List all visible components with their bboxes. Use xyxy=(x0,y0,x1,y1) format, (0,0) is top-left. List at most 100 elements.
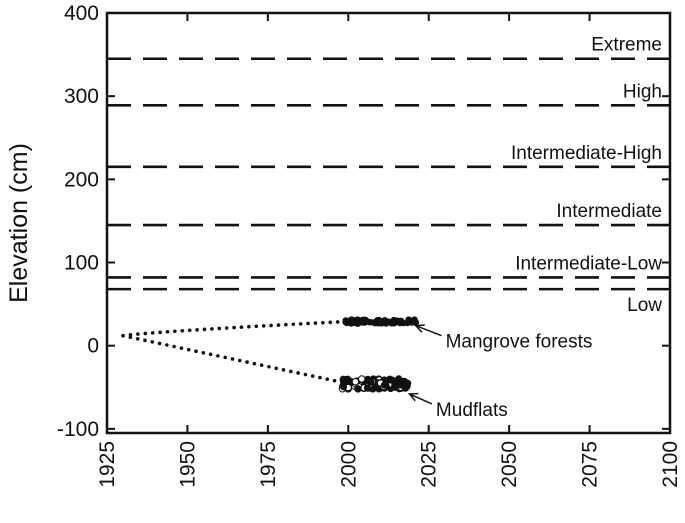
trend-point xyxy=(267,364,271,369)
x-tick-label: 2000 xyxy=(337,441,360,488)
x-axis: 1925 1950 1975 2000 2025 2050 2075 2100 xyxy=(96,13,682,488)
observation-point xyxy=(342,317,349,324)
trend-point xyxy=(173,329,177,334)
scenario-label: Low xyxy=(627,295,662,316)
trend-point xyxy=(208,352,213,357)
trend-point xyxy=(128,335,133,340)
data-series xyxy=(121,316,419,393)
trend-point xyxy=(136,332,140,336)
trend-point xyxy=(306,321,310,326)
trend-point xyxy=(284,322,288,327)
arrow-head xyxy=(414,324,425,333)
scenario-lines: Extreme High Intermediate-High Intermediate… xyxy=(107,35,670,316)
observation-point xyxy=(358,319,366,326)
x-tick-label: 2100 xyxy=(659,441,682,488)
trend-point xyxy=(310,374,315,378)
arrow-head xyxy=(407,392,419,402)
observation-point xyxy=(391,383,399,391)
x-tick-label: 1925 xyxy=(96,441,119,488)
observation-point xyxy=(358,375,366,383)
trend-point xyxy=(303,372,308,377)
trend-point xyxy=(259,363,264,367)
trend-point xyxy=(296,371,300,375)
trend-point xyxy=(237,358,242,363)
trend-point xyxy=(180,328,185,333)
trend-point xyxy=(157,341,162,346)
trend-point xyxy=(239,325,244,329)
scenario-label: Intermediate xyxy=(556,201,662,222)
annotations: Mangrove forests Mudflats xyxy=(407,324,593,421)
y-tick-label: 200 xyxy=(64,168,99,191)
trend-point xyxy=(202,327,207,332)
trend-point xyxy=(247,324,251,329)
trend-point xyxy=(165,343,169,347)
trend-point xyxy=(224,326,229,330)
trend-point xyxy=(165,329,170,334)
annotation-label: Mudflats xyxy=(436,400,508,421)
observation-point xyxy=(400,319,407,327)
observation-point xyxy=(380,381,389,389)
observation-point xyxy=(343,375,352,383)
trend-point xyxy=(143,338,147,343)
trend-point xyxy=(150,340,155,344)
trend-point xyxy=(232,325,236,330)
trend-point xyxy=(216,354,220,358)
series-mangrove-forests xyxy=(121,316,419,338)
trend-point xyxy=(158,330,162,335)
trend-point xyxy=(210,327,214,331)
trend-point xyxy=(150,331,155,335)
trend-point xyxy=(261,324,266,328)
trend-point xyxy=(335,320,340,324)
x-tick-label: 2025 xyxy=(418,441,441,488)
annotation-arrow xyxy=(409,393,433,405)
observation-point xyxy=(388,376,396,384)
scenario-label: Extreme xyxy=(591,35,662,56)
scenario-label: Intermediate-High xyxy=(511,143,662,164)
trend-point xyxy=(187,328,192,333)
trend-point xyxy=(135,336,140,341)
observation-point xyxy=(339,382,348,391)
y-axis-title: Elevation (cm) xyxy=(5,143,33,303)
trend-point xyxy=(194,349,198,354)
trend-point xyxy=(291,322,296,327)
trend-point xyxy=(281,368,286,372)
trend-point xyxy=(325,377,330,381)
annotation-label: Mangrove forests xyxy=(446,332,593,353)
y-axis: -100 0 100 200 300 400 xyxy=(57,2,670,441)
x-tick-label: 2050 xyxy=(498,441,521,488)
trend-point xyxy=(217,326,222,331)
trend-point xyxy=(172,344,176,349)
trend-point xyxy=(201,350,206,355)
observation-point xyxy=(351,377,360,386)
y-tick-label: 100 xyxy=(64,252,99,275)
trend-point xyxy=(289,369,293,374)
trend-point xyxy=(318,375,322,380)
trend-point xyxy=(223,355,227,360)
observation-point xyxy=(363,384,372,392)
trend-point xyxy=(276,323,281,327)
trend-point xyxy=(230,357,235,361)
y-tick-label: -100 xyxy=(57,418,99,441)
observation-point xyxy=(371,319,379,327)
y-tick-label: 300 xyxy=(64,85,99,108)
trend-point xyxy=(252,361,257,366)
observation-point xyxy=(364,376,372,384)
trend-point xyxy=(179,346,184,350)
trend-point xyxy=(254,324,259,329)
scenario-label: High xyxy=(623,81,662,102)
observation-point xyxy=(377,318,384,326)
x-tick-label: 1950 xyxy=(176,441,199,488)
trend-point xyxy=(328,320,333,325)
observation-point xyxy=(354,320,361,327)
trend-point xyxy=(195,328,199,332)
observation-point xyxy=(354,385,362,393)
trend-point xyxy=(313,321,318,325)
annotation-arrow xyxy=(415,325,442,337)
trend-point xyxy=(143,331,148,336)
x-tick-label: 1975 xyxy=(257,441,280,488)
trend-point xyxy=(121,333,125,338)
trend-point xyxy=(298,322,303,326)
y-tick-label: 0 xyxy=(87,335,99,358)
trend-point xyxy=(186,347,191,352)
